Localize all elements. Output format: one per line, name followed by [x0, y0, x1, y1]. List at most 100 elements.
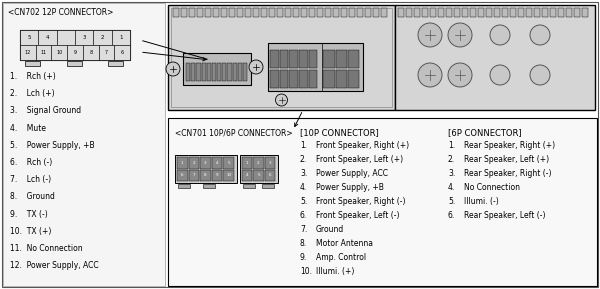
Bar [25, 61, 40, 66]
Bar [38, 30, 56, 45]
Text: 3: 3 [82, 35, 86, 40]
Bar [308, 50, 317, 68]
Bar [574, 8, 580, 17]
Text: 3: 3 [204, 161, 207, 165]
Bar [242, 157, 253, 168]
Text: Rear Speaker, Right (-): Rear Speaker, Right (-) [464, 169, 551, 178]
Bar [438, 8, 444, 17]
Text: 3: 3 [269, 161, 271, 165]
Text: Illumi. (+): Illumi. (+) [316, 267, 355, 276]
Text: 4: 4 [46, 35, 49, 40]
Text: [10P CONNECTOR]: [10P CONNECTOR] [300, 128, 379, 137]
Bar [285, 8, 291, 17]
Bar [67, 45, 83, 60]
Text: 2: 2 [193, 161, 195, 165]
Text: 6.: 6. [300, 211, 307, 220]
Bar [269, 8, 275, 17]
Bar [486, 8, 492, 17]
Bar [181, 8, 187, 17]
Bar [289, 70, 298, 88]
Text: 8: 8 [204, 173, 207, 177]
Bar [253, 157, 263, 168]
Text: 3.: 3. [300, 169, 307, 178]
Text: 11.  No Connection: 11. No Connection [10, 244, 83, 253]
Bar [3, 3, 165, 286]
Bar [398, 8, 404, 17]
Bar [56, 30, 75, 45]
Bar [293, 8, 299, 17]
Bar [558, 8, 564, 17]
Bar [240, 155, 278, 183]
Circle shape [275, 94, 287, 106]
Bar [245, 8, 251, 17]
Bar [189, 8, 195, 17]
Bar [75, 30, 94, 45]
Bar [323, 50, 335, 68]
Bar [510, 8, 516, 17]
Bar [188, 170, 199, 181]
Text: Power Supply, +B: Power Supply, +B [316, 183, 384, 192]
Text: Front Speaker, Right (-): Front Speaker, Right (-) [316, 197, 406, 206]
Bar [357, 8, 363, 17]
Bar [395, 5, 595, 110]
Bar [470, 8, 476, 17]
Bar [268, 43, 363, 91]
Text: 6: 6 [269, 173, 271, 177]
Bar [221, 8, 227, 17]
Bar [178, 184, 190, 188]
Bar [20, 30, 38, 45]
Bar [223, 157, 234, 168]
Circle shape [448, 23, 472, 47]
Bar [233, 63, 236, 81]
Text: 1.: 1. [300, 141, 307, 150]
Bar [237, 8, 243, 17]
Text: 9: 9 [216, 173, 218, 177]
Bar [205, 8, 211, 17]
Text: 7: 7 [105, 50, 108, 55]
Bar [478, 8, 484, 17]
Bar [175, 155, 237, 183]
Text: 5: 5 [28, 35, 31, 40]
Text: 2.: 2. [448, 155, 455, 164]
Bar [173, 8, 179, 17]
Text: 10: 10 [226, 173, 231, 177]
Text: 4.    Mute: 4. Mute [10, 124, 46, 133]
Bar [191, 63, 196, 81]
Bar [270, 70, 278, 88]
Text: 4: 4 [246, 173, 248, 177]
Bar [280, 70, 288, 88]
Text: 9.: 9. [300, 253, 307, 262]
Bar [171, 8, 392, 107]
Text: 12.  Power Supply, ACC: 12. Power Supply, ACC [10, 261, 98, 270]
Bar [494, 8, 500, 17]
Bar [177, 157, 188, 168]
Text: 10.  TX (+): 10. TX (+) [10, 227, 52, 236]
Bar [183, 53, 251, 85]
Bar [223, 170, 234, 181]
Bar [213, 8, 219, 17]
Bar [222, 63, 226, 81]
Text: 4.: 4. [448, 183, 455, 192]
Bar [333, 8, 339, 17]
Bar [202, 63, 206, 81]
Bar [323, 70, 335, 88]
Text: 9.    TX (-): 9. TX (-) [10, 210, 48, 218]
Text: 10.: 10. [300, 267, 312, 276]
Bar [265, 157, 275, 168]
Bar [212, 157, 223, 168]
Bar [526, 8, 532, 17]
Bar [200, 157, 211, 168]
Text: Illumi. (-): Illumi. (-) [464, 197, 499, 206]
Bar [335, 70, 347, 88]
Bar [36, 45, 52, 60]
Text: Motor Antenna: Motor Antenna [316, 239, 373, 248]
Bar [20, 30, 130, 60]
Bar [301, 8, 307, 17]
Bar [317, 8, 323, 17]
Text: Ground: Ground [316, 225, 344, 234]
Bar [168, 118, 597, 286]
Text: 7: 7 [193, 173, 195, 177]
Bar [309, 8, 315, 17]
Bar [381, 8, 387, 17]
Bar [280, 50, 288, 68]
